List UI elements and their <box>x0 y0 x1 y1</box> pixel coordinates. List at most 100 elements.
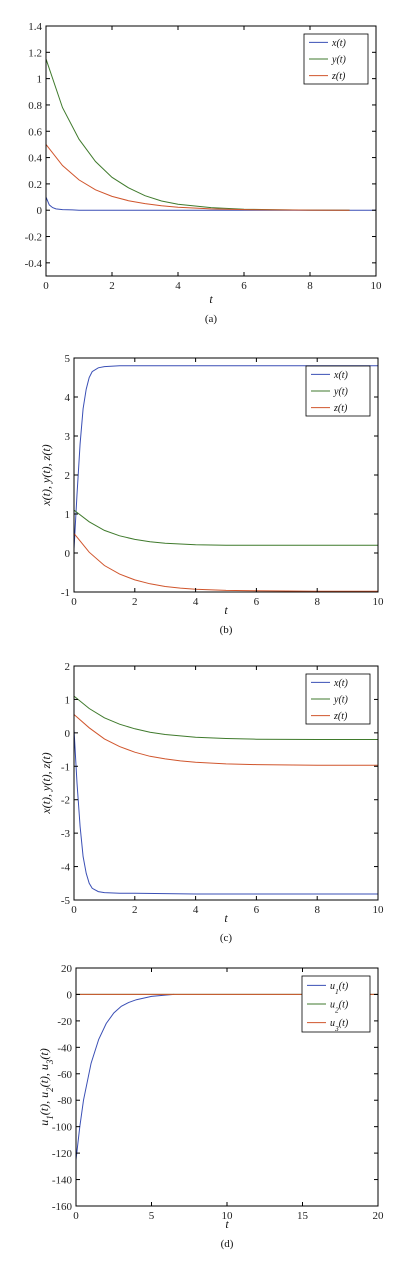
x-tick-label: 0 <box>43 280 49 292</box>
y-tick-label: 1 <box>65 509 71 521</box>
y-tick-label: -100 <box>52 1122 73 1134</box>
panel-caption: (d) <box>221 1238 234 1250</box>
y-tick-label: 0 <box>37 205 43 217</box>
x-axis-label: t <box>209 292 213 306</box>
y-tick-label: 1.4 <box>28 21 42 33</box>
y-tick-label: 1.2 <box>28 47 42 59</box>
x-tick-label: 6 <box>254 904 260 916</box>
y-tick-label: -2 <box>61 795 70 807</box>
y-tick-label: 2 <box>65 470 71 482</box>
x-tick-label: 0 <box>71 904 77 916</box>
x-tick-label: 0 <box>71 596 77 608</box>
legend-label: z(t) <box>333 711 348 722</box>
x-tick-label: 6 <box>254 596 260 608</box>
series-line-3 <box>74 714 378 766</box>
x-tick-label: 10 <box>373 596 385 608</box>
x-tick-label: 8 <box>307 280 313 292</box>
y-tick-label: 0.8 <box>28 100 42 112</box>
y-tick-label: -20 <box>57 1016 72 1028</box>
y-axis-label: x(t), y(t), z(t) <box>39 752 53 814</box>
chart-panel-1: 0 2 4 6 8 10 -0.4 -0.2 0 0.2 0.4 0.6 0.8 1 1.2 1.4 t x(t)… <box>25 21 382 325</box>
x-tick-label: 8 <box>314 596 320 608</box>
legend: x(t) y(t) z(t) <box>305 365 371 417</box>
y-tick-label: -0.4 <box>25 258 43 270</box>
y-tick-label: -1 <box>61 587 70 599</box>
axes-frame <box>45 25 377 277</box>
y-tick-label: 0.6 <box>28 126 42 138</box>
y-tick-label: -0.2 <box>25 232 42 244</box>
legend: x(t) y(t) z(t) <box>305 673 371 725</box>
legend-label: u3(t) <box>330 1018 349 1033</box>
series-line-3 <box>74 533 378 592</box>
x-tick-label: 2 <box>132 904 138 916</box>
x-axis-label: t <box>225 1217 229 1231</box>
y-tick-label: 2 <box>65 661 71 673</box>
x-tick-label: 20 <box>373 1210 385 1222</box>
series-line-2 <box>74 695 378 740</box>
x-tick-label: 4 <box>175 280 181 292</box>
y-axis-label: x(t), y(t), z(t) <box>39 444 53 506</box>
y-tick-label: -160 <box>52 1201 73 1213</box>
panel-caption: (b) <box>220 624 233 636</box>
x-tick-label: 6 <box>241 280 247 292</box>
y-axis-label: u1(t), u2(t), u3(t) <box>37 1048 55 1125</box>
y-tick-label: -40 <box>57 1042 72 1054</box>
y-tick-label: 1 <box>37 74 43 86</box>
legend-label: z(t) <box>331 71 346 82</box>
x-tick-label: 15 <box>297 1210 309 1222</box>
x-axis-label: t <box>224 911 228 925</box>
y-tick-label: 0 <box>65 548 71 560</box>
panel-caption: (c) <box>220 932 233 944</box>
legend-label: x(t) <box>331 38 347 49</box>
y-tick-label: 3 <box>65 431 71 443</box>
x-tick-label: 10 <box>371 280 383 292</box>
y-tick-label: -140 <box>52 1175 73 1187</box>
chart-panel-4: 0 5 10 15 20 -160 -140 -120 -100 -80 -60 -40 -20 0 20 t… <box>37 963 384 1250</box>
x-tick-label: 2 <box>109 280 115 292</box>
y-tick-label: -1 <box>61 761 70 773</box>
x-tick-label: 8 <box>314 904 320 916</box>
series-line-1 <box>46 196 376 211</box>
x-tick-label: 10 <box>373 904 385 916</box>
legend: u1(t) u2(t) u3(t) <box>301 975 371 1033</box>
series-line-1 <box>76 993 175 1160</box>
y-tick-label: -80 <box>57 1095 72 1107</box>
y-tick-label: 5 <box>65 353 71 365</box>
x-tick-label: 10 <box>222 1210 234 1222</box>
y-tick-label: -4 <box>61 862 71 874</box>
axes-frame <box>73 665 379 901</box>
y-tick-label: 4 <box>65 392 71 404</box>
x-tick-label: 0 <box>73 1210 79 1222</box>
legend-label: x(t) <box>333 370 349 381</box>
y-tick-label: -3 <box>61 828 71 840</box>
chart-panel-3: 0 2 4 6 8 10 -5 -4 -3 -2 -1 0 1 2 t x(t), y(t), z(t) x(t… <box>39 661 384 944</box>
legend-label: u2(t) <box>330 1000 349 1015</box>
x-tick-label: 2 <box>132 596 138 608</box>
y-tick-label: 1 <box>65 694 71 706</box>
y-tick-label: 20 <box>61 963 73 975</box>
y-tick-label: 0.2 <box>28 179 42 191</box>
y-tick-label: 0 <box>67 989 73 1001</box>
series-line-1 <box>74 729 378 895</box>
series-line-2 <box>74 509 378 546</box>
legend-label: u1(t) <box>330 981 349 996</box>
legend-label: y(t) <box>333 387 349 398</box>
y-tick-label: 0 <box>65 728 71 740</box>
series-line-3 <box>46 144 350 211</box>
y-tick-label: -5 <box>61 895 71 907</box>
y-tick-label: -120 <box>52 1148 73 1160</box>
x-axis-label: t <box>224 603 228 617</box>
y-tick-label: 0.4 <box>28 153 42 165</box>
legend-label: y(t) <box>331 55 347 66</box>
legend: x(t) y(t) z(t) <box>303 33 369 85</box>
x-tick-label: 4 <box>193 596 199 608</box>
legend-label: z(t) <box>333 403 348 414</box>
x-tick-label: 4 <box>193 904 199 916</box>
legend-label: x(t) <box>333 678 349 689</box>
y-tick-label: -60 <box>57 1069 72 1081</box>
legend-label: y(t) <box>333 695 349 706</box>
panel-caption: (a) <box>205 313 218 325</box>
series-line-1 <box>74 365 378 550</box>
